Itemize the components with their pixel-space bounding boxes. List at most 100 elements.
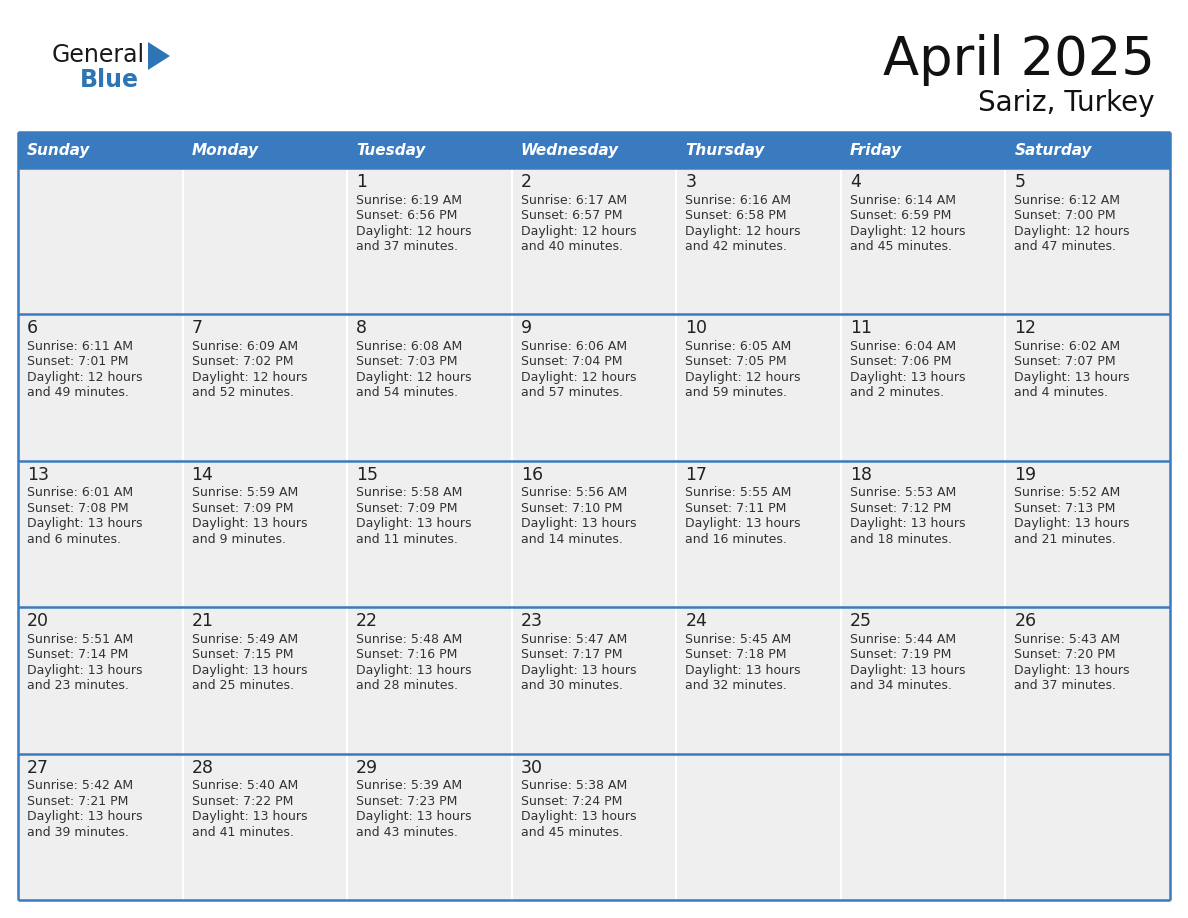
Text: Daylight: 13 hours: Daylight: 13 hours (849, 371, 966, 384)
Text: Sunset: 7:14 PM: Sunset: 7:14 PM (27, 648, 128, 661)
Text: and 34 minutes.: and 34 minutes. (849, 679, 952, 692)
Text: Sunset: 7:21 PM: Sunset: 7:21 PM (27, 795, 128, 808)
Bar (676, 314, 841, 461)
Text: 10: 10 (685, 319, 707, 338)
Text: 5: 5 (1015, 173, 1025, 191)
Text: and 37 minutes.: and 37 minutes. (1015, 679, 1117, 692)
Bar (18, 754, 183, 900)
Text: 11: 11 (849, 319, 872, 338)
Text: Sunrise: 6:09 AM: Sunrise: 6:09 AM (191, 340, 298, 353)
Text: Sunset: 7:22 PM: Sunset: 7:22 PM (191, 795, 293, 808)
Bar (347, 314, 512, 461)
Text: Sunset: 7:09 PM: Sunset: 7:09 PM (356, 502, 457, 515)
Text: Sunrise: 5:59 AM: Sunrise: 5:59 AM (191, 487, 298, 499)
Text: Daylight: 12 hours: Daylight: 12 hours (356, 371, 472, 384)
Text: 19: 19 (1015, 465, 1037, 484)
Text: Sunset: 7:02 PM: Sunset: 7:02 PM (191, 355, 293, 368)
Text: Sunset: 7:12 PM: Sunset: 7:12 PM (849, 502, 952, 515)
Text: Sunset: 7:05 PM: Sunset: 7:05 PM (685, 355, 786, 368)
Text: Saturday: Saturday (1015, 142, 1092, 158)
Text: Sunrise: 5:39 AM: Sunrise: 5:39 AM (356, 779, 462, 792)
Text: Daylight: 13 hours: Daylight: 13 hours (356, 518, 472, 531)
Text: Daylight: 12 hours: Daylight: 12 hours (27, 371, 143, 384)
Text: Sunrise: 6:19 AM: Sunrise: 6:19 AM (356, 194, 462, 207)
Text: Sunset: 7:09 PM: Sunset: 7:09 PM (191, 502, 293, 515)
Text: and 41 minutes.: and 41 minutes. (191, 825, 293, 839)
Text: and 2 minutes.: and 2 minutes. (849, 386, 943, 399)
Text: 17: 17 (685, 465, 707, 484)
Text: Blue: Blue (80, 68, 139, 92)
Text: and 30 minutes.: and 30 minutes. (520, 679, 623, 692)
Text: Sunday: Sunday (27, 142, 90, 158)
Bar (18, 132, 183, 168)
Text: 13: 13 (27, 465, 49, 484)
Text: Daylight: 13 hours: Daylight: 13 hours (191, 810, 307, 823)
Text: Sunrise: 6:06 AM: Sunrise: 6:06 AM (520, 340, 627, 353)
Text: Sunrise: 6:11 AM: Sunrise: 6:11 AM (27, 340, 133, 353)
Text: Sunset: 7:15 PM: Sunset: 7:15 PM (191, 648, 293, 661)
Text: 24: 24 (685, 612, 707, 630)
Bar (841, 754, 1005, 900)
Text: and 47 minutes.: and 47 minutes. (1015, 240, 1117, 253)
Text: Sunset: 7:07 PM: Sunset: 7:07 PM (1015, 355, 1116, 368)
Text: Daylight: 13 hours: Daylight: 13 hours (191, 664, 307, 677)
Text: and 37 minutes.: and 37 minutes. (356, 240, 459, 253)
Text: Daylight: 12 hours: Daylight: 12 hours (520, 371, 637, 384)
Text: Daylight: 13 hours: Daylight: 13 hours (1015, 664, 1130, 677)
Bar (841, 607, 1005, 754)
Text: April 2025: April 2025 (883, 34, 1155, 86)
Bar (841, 314, 1005, 461)
Bar (512, 754, 676, 900)
Bar (1005, 314, 1170, 461)
Text: 22: 22 (356, 612, 378, 630)
Bar (512, 132, 676, 168)
Text: Sunset: 7:00 PM: Sunset: 7:00 PM (1015, 209, 1116, 222)
Text: and 54 minutes.: and 54 minutes. (356, 386, 459, 399)
Text: Sunrise: 5:49 AM: Sunrise: 5:49 AM (191, 633, 298, 645)
Bar (676, 168, 841, 314)
Text: Thursday: Thursday (685, 142, 765, 158)
Text: and 32 minutes.: and 32 minutes. (685, 679, 788, 692)
Text: Daylight: 13 hours: Daylight: 13 hours (191, 518, 307, 531)
Text: Sunrise: 5:40 AM: Sunrise: 5:40 AM (191, 779, 298, 792)
Text: 15: 15 (356, 465, 378, 484)
Text: 25: 25 (849, 612, 872, 630)
Text: 18: 18 (849, 465, 872, 484)
Text: General: General (52, 43, 145, 67)
Text: Sunrise: 6:01 AM: Sunrise: 6:01 AM (27, 487, 133, 499)
Text: Sunrise: 5:58 AM: Sunrise: 5:58 AM (356, 487, 462, 499)
Text: Daylight: 13 hours: Daylight: 13 hours (685, 664, 801, 677)
Text: and 49 minutes.: and 49 minutes. (27, 386, 128, 399)
Bar (18, 607, 183, 754)
Polygon shape (148, 42, 170, 70)
Text: and 45 minutes.: and 45 minutes. (520, 825, 623, 839)
Text: 2: 2 (520, 173, 532, 191)
Text: and 23 minutes.: and 23 minutes. (27, 679, 128, 692)
Text: 30: 30 (520, 758, 543, 777)
Text: 3: 3 (685, 173, 696, 191)
Text: Sunset: 7:17 PM: Sunset: 7:17 PM (520, 648, 623, 661)
Text: Sunrise: 5:56 AM: Sunrise: 5:56 AM (520, 487, 627, 499)
Text: Daylight: 13 hours: Daylight: 13 hours (27, 518, 143, 531)
Text: Sunrise: 6:05 AM: Sunrise: 6:05 AM (685, 340, 791, 353)
Text: Sunrise: 5:48 AM: Sunrise: 5:48 AM (356, 633, 462, 645)
Text: and 4 minutes.: and 4 minutes. (1015, 386, 1108, 399)
Text: and 28 minutes.: and 28 minutes. (356, 679, 459, 692)
Text: Daylight: 13 hours: Daylight: 13 hours (849, 518, 966, 531)
Bar (347, 132, 512, 168)
Bar (183, 461, 347, 607)
Text: Sunrise: 5:38 AM: Sunrise: 5:38 AM (520, 779, 627, 792)
Text: 1: 1 (356, 173, 367, 191)
Bar (347, 168, 512, 314)
Bar (676, 461, 841, 607)
Text: 29: 29 (356, 758, 378, 777)
Text: Sunrise: 6:12 AM: Sunrise: 6:12 AM (1015, 194, 1120, 207)
Text: Sunset: 6:57 PM: Sunset: 6:57 PM (520, 209, 623, 222)
Text: Wednesday: Wednesday (520, 142, 619, 158)
Text: and 21 minutes.: and 21 minutes. (1015, 532, 1117, 546)
Bar (183, 314, 347, 461)
Bar (512, 461, 676, 607)
Text: Sunset: 6:58 PM: Sunset: 6:58 PM (685, 209, 786, 222)
Text: 26: 26 (1015, 612, 1037, 630)
Text: Friday: Friday (849, 142, 902, 158)
